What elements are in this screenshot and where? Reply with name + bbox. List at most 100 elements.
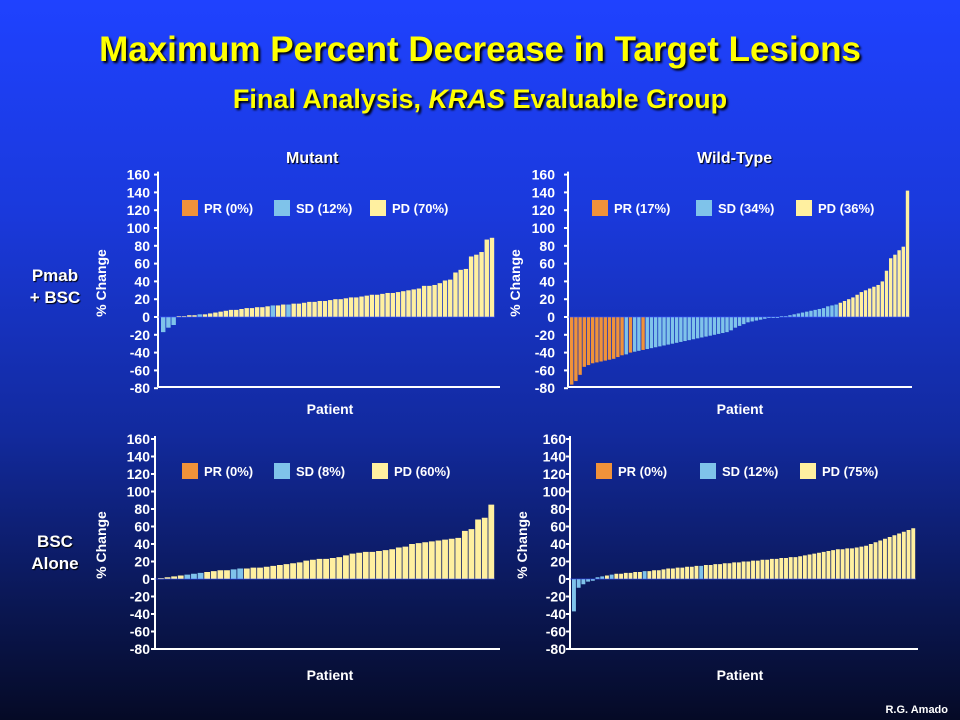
bar xyxy=(374,294,380,317)
bar xyxy=(283,564,290,580)
bar xyxy=(826,306,830,317)
bar xyxy=(798,556,803,579)
bar xyxy=(458,269,463,317)
bar xyxy=(755,560,760,580)
bar xyxy=(864,545,869,579)
column-header-mutant: Mutant xyxy=(286,150,339,167)
bar xyxy=(415,543,422,580)
y-tick-label: -20 xyxy=(130,589,150,605)
bar xyxy=(479,252,484,317)
bar xyxy=(161,317,166,333)
bar xyxy=(760,559,765,579)
bar xyxy=(670,317,675,344)
bar xyxy=(455,537,462,580)
bar xyxy=(338,299,343,317)
bar xyxy=(303,560,310,580)
y-tick-label: 40 xyxy=(539,273,555,289)
y-tick-label: 0 xyxy=(558,571,566,587)
bar xyxy=(831,550,836,580)
legend-label-pd: PD (36%) xyxy=(818,201,874,216)
bar xyxy=(171,576,178,580)
bar xyxy=(448,279,453,317)
bar xyxy=(821,308,826,317)
bar xyxy=(239,308,244,317)
row-label-pmab-line1: Pmab xyxy=(31,266,79,285)
bar xyxy=(223,310,229,317)
bar xyxy=(750,317,754,322)
bar xyxy=(809,310,813,317)
bar xyxy=(257,567,263,580)
bar xyxy=(788,315,792,317)
bar xyxy=(411,289,416,317)
bar xyxy=(821,551,826,580)
bar xyxy=(645,317,649,350)
legend-swatch-pd xyxy=(370,200,386,216)
y-tick-label: 80 xyxy=(134,501,150,517)
bar xyxy=(616,317,620,358)
bar xyxy=(662,317,666,346)
bar xyxy=(166,317,171,328)
bar xyxy=(863,290,868,317)
bar xyxy=(779,558,784,579)
y-tick-label: -40 xyxy=(546,606,566,622)
bar xyxy=(428,541,435,580)
bar xyxy=(632,317,637,352)
bar xyxy=(250,567,257,580)
y-tick-label: 20 xyxy=(134,291,150,307)
bar xyxy=(349,553,356,580)
x-axis-label: Patient xyxy=(717,401,764,417)
bar xyxy=(647,571,652,580)
y-axis-label: % Change xyxy=(93,511,109,579)
y-tick-label: 80 xyxy=(134,238,150,254)
bar xyxy=(192,315,197,317)
bar xyxy=(889,258,893,317)
bar xyxy=(359,296,364,317)
y-tick-label: 140 xyxy=(532,184,556,200)
bar xyxy=(851,297,855,317)
y-tick-label: 0 xyxy=(142,309,150,325)
bar xyxy=(243,568,250,579)
y-tick-label: 60 xyxy=(134,519,150,535)
legend-label-pr: PR (17%) xyxy=(614,201,670,216)
y-tick-label: 60 xyxy=(550,519,566,535)
bar xyxy=(572,579,576,612)
bar xyxy=(614,573,619,579)
column-header-wild-type: Wild-Type xyxy=(697,150,773,167)
bar xyxy=(911,528,916,579)
bar xyxy=(732,562,737,580)
bar xyxy=(637,317,641,351)
bar xyxy=(218,311,223,317)
bar xyxy=(718,564,722,580)
legend-label-pd: PD (75%) xyxy=(822,464,878,479)
bar xyxy=(488,504,495,580)
bar xyxy=(699,565,704,580)
y-axis-label: % Change xyxy=(93,249,109,317)
bar xyxy=(897,533,902,579)
bar xyxy=(637,572,642,579)
bar xyxy=(727,563,732,579)
bar xyxy=(197,314,202,317)
bar xyxy=(275,305,281,317)
bar xyxy=(855,294,859,317)
bar xyxy=(611,317,616,359)
bar xyxy=(237,568,244,579)
bar xyxy=(758,317,763,320)
bar xyxy=(590,317,595,364)
bar xyxy=(838,302,843,317)
bar xyxy=(463,268,469,317)
bar xyxy=(328,300,333,317)
bar xyxy=(674,317,679,343)
bar xyxy=(595,577,600,579)
bar xyxy=(666,317,670,345)
y-tick-label: 40 xyxy=(134,273,150,289)
bar xyxy=(249,308,255,317)
y-tick-label: -60 xyxy=(130,362,150,378)
bar xyxy=(624,317,628,355)
y-axis-label: % Change xyxy=(507,249,523,317)
bar xyxy=(307,301,312,317)
bar xyxy=(689,566,694,579)
y-tick-label: 0 xyxy=(142,571,150,587)
